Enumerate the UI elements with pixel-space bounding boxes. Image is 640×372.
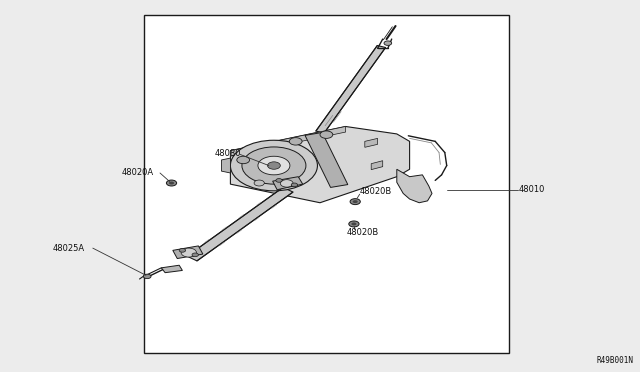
Circle shape bbox=[268, 162, 280, 169]
Circle shape bbox=[289, 138, 302, 145]
Circle shape bbox=[143, 274, 151, 279]
Circle shape bbox=[291, 183, 298, 187]
Text: 48020A: 48020A bbox=[122, 169, 154, 177]
Text: 48020B: 48020B bbox=[360, 187, 392, 196]
Polygon shape bbox=[305, 132, 348, 187]
Circle shape bbox=[230, 140, 317, 191]
Polygon shape bbox=[273, 177, 303, 190]
Polygon shape bbox=[187, 187, 293, 261]
Circle shape bbox=[254, 180, 264, 186]
Text: 48080: 48080 bbox=[214, 149, 241, 158]
Polygon shape bbox=[371, 161, 383, 170]
Circle shape bbox=[258, 156, 290, 175]
Polygon shape bbox=[316, 45, 385, 133]
Circle shape bbox=[280, 180, 293, 187]
Circle shape bbox=[242, 147, 306, 184]
Circle shape bbox=[237, 156, 250, 164]
Circle shape bbox=[384, 41, 392, 45]
Circle shape bbox=[349, 221, 359, 227]
Circle shape bbox=[276, 179, 282, 182]
Text: 48020B: 48020B bbox=[347, 228, 379, 237]
Circle shape bbox=[350, 199, 360, 205]
Polygon shape bbox=[161, 265, 182, 273]
Circle shape bbox=[320, 131, 333, 138]
Text: 48025A: 48025A bbox=[52, 244, 84, 253]
Polygon shape bbox=[230, 126, 346, 156]
Circle shape bbox=[166, 180, 177, 186]
Bar bbox=[144, 15, 509, 353]
Circle shape bbox=[169, 182, 174, 185]
Polygon shape bbox=[221, 158, 230, 173]
Polygon shape bbox=[397, 169, 432, 203]
Circle shape bbox=[181, 248, 196, 257]
Polygon shape bbox=[230, 126, 410, 203]
Circle shape bbox=[353, 200, 358, 203]
Circle shape bbox=[179, 248, 186, 252]
Polygon shape bbox=[173, 246, 203, 259]
Circle shape bbox=[351, 222, 356, 225]
Circle shape bbox=[192, 253, 198, 257]
Text: R49B001N: R49B001N bbox=[596, 356, 634, 365]
Polygon shape bbox=[365, 138, 378, 147]
Text: 48010: 48010 bbox=[518, 185, 545, 194]
